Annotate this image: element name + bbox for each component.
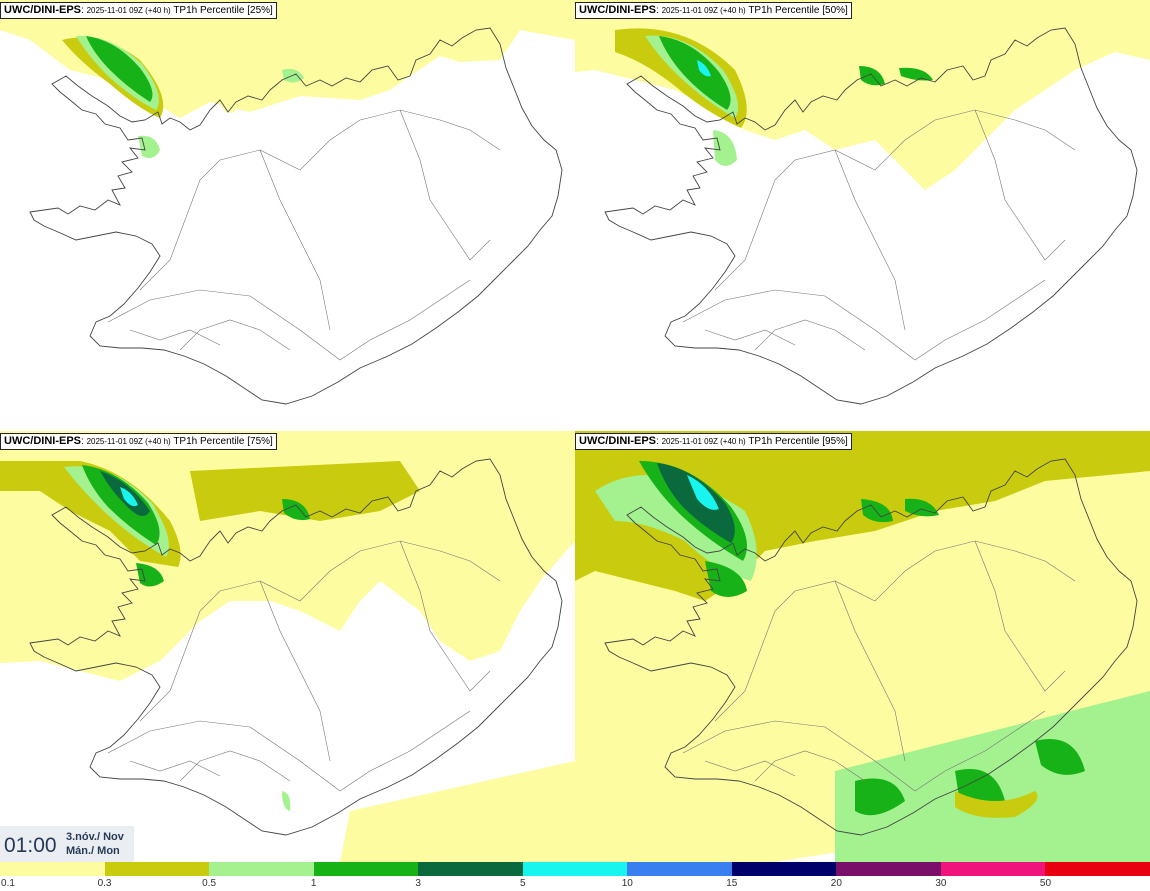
precip-contour <box>82 465 160 545</box>
coastline <box>29 27 563 405</box>
road-line <box>754 750 866 782</box>
road-line <box>834 580 906 762</box>
precip-contour <box>713 130 737 166</box>
panel-title: UWC/DINI-EPS: 2025-11-01 09Z (+40 h) TP1… <box>0 2 277 19</box>
precip-contour <box>0 461 181 567</box>
road-line <box>682 279 1046 361</box>
precip-contour <box>697 60 711 77</box>
panel-title: UWC/DINI-EPS: 2025-11-01 09Z (+40 h) TP1… <box>575 2 852 19</box>
precip-contour <box>855 778 905 816</box>
legend-swatch <box>522 862 628 876</box>
precip-contour <box>1035 739 1085 775</box>
road-line <box>107 279 471 361</box>
precip-contour <box>705 561 747 597</box>
legend-tick-label: 30 <box>935 878 947 889</box>
map-panel-p95: UWC/DINI-EPS: 2025-11-01 09Z (+40 h) TP1… <box>575 431 1150 862</box>
color-scale-legend: 0.1 0.3 0.5 1 3 5 10 15 20 30 50 <box>0 862 1150 891</box>
road-line <box>179 319 291 351</box>
road-line <box>974 109 1066 261</box>
road-line <box>399 109 491 261</box>
precip-contour <box>138 135 160 158</box>
legend-swatch <box>1045 862 1150 876</box>
precip-contour <box>657 463 735 543</box>
road-line <box>129 329 221 346</box>
legend-swatch <box>313 862 419 876</box>
panel-title: UWC/DINI-EPS: 2025-11-01 09Z (+40 h) TP1… <box>0 433 277 450</box>
map-panel-p25: UWC/DINI-EPS: 2025-11-01 09Z (+40 h) TP1… <box>0 0 575 431</box>
legend-swatch <box>418 862 523 876</box>
precip-contour <box>659 36 731 110</box>
road-line <box>714 540 1076 722</box>
legend-tick-label: 15 <box>726 878 738 889</box>
precip-contour <box>120 487 138 507</box>
legend-swatch <box>627 862 732 876</box>
panel-title: UWC/DINI-EPS: 2025-11-01 09Z (+40 h) TP1… <box>575 433 852 450</box>
precip-contour <box>282 499 310 521</box>
legend-tick-label: 50 <box>1039 878 1052 889</box>
road-line <box>974 540 1066 692</box>
precip-contour <box>86 36 153 102</box>
coastline <box>604 27 1138 405</box>
precip-contour <box>861 499 893 523</box>
road-line <box>704 760 796 777</box>
valid-time-box: 01:00 3.nóv./ Nov Mán./ Mon <box>0 826 134 862</box>
legend-tick-label: 10 <box>621 878 633 889</box>
road-line <box>754 319 866 351</box>
precip-contour <box>340 761 575 862</box>
precipitation-map <box>0 0 575 405</box>
legend-swatch <box>209 862 314 876</box>
precip-contour <box>899 67 933 81</box>
coastline <box>604 458 1138 836</box>
valid-date-line2: Mán./ Mon <box>66 845 120 857</box>
legend-swatch <box>731 862 837 876</box>
road-line <box>129 760 221 777</box>
map-panel-p50: UWC/DINI-EPS: 2025-11-01 09Z (+40 h) TP1… <box>575 0 1150 431</box>
legend-tick-label: 0.5 <box>202 878 217 889</box>
legend-tick-label: 5 <box>519 878 526 889</box>
precip-contour <box>575 0 1150 190</box>
road-line <box>399 540 491 692</box>
precip-contour <box>282 69 304 83</box>
precipitation-map <box>575 431 1150 862</box>
legend-swatch <box>0 862 105 876</box>
road-line <box>259 580 331 762</box>
road-line <box>259 149 331 331</box>
precipitation-map <box>0 431 575 862</box>
precip-contour <box>835 691 1150 862</box>
legend-swatch <box>104 862 210 876</box>
precipitation-map <box>575 0 1150 405</box>
precip-contour <box>955 769 1005 806</box>
road-line <box>139 109 501 291</box>
road-line <box>704 329 796 346</box>
valid-date-line1: 3.nóv./ Nov <box>66 831 124 843</box>
legend-tick-label: 0.3 <box>97 878 112 889</box>
road-line <box>179 750 291 782</box>
color-scale-bar <box>0 862 1150 876</box>
road-line <box>139 540 501 722</box>
map-panel-p75: UWC/DINI-EPS: 2025-11-01 09Z (+40 h) TP1… <box>0 431 575 862</box>
legend-tick-label: 3 <box>415 878 421 889</box>
coastline <box>29 458 563 836</box>
legend-swatch <box>940 862 1046 876</box>
road-line <box>714 109 1076 291</box>
precip-contour <box>955 791 1038 818</box>
road-line <box>107 710 471 792</box>
precip-contour <box>190 461 420 521</box>
precip-contour <box>282 791 291 811</box>
road-line <box>682 710 1046 792</box>
legend-tick-label: 20 <box>830 878 842 889</box>
road-line <box>834 149 906 331</box>
precip-contour <box>687 475 719 510</box>
legend-tick-label: 0.1 <box>1 878 15 889</box>
legend-tick-label: 1 <box>310 878 317 889</box>
legend-swatch <box>836 862 941 876</box>
valid-time: 01:00 <box>4 834 57 857</box>
